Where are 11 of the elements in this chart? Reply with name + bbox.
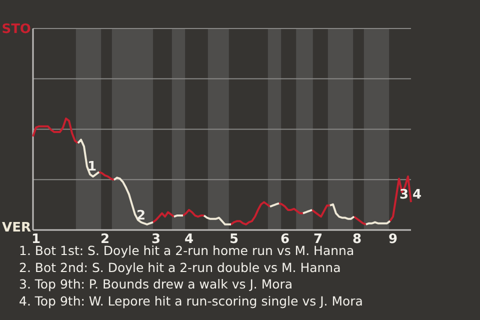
x-tick-label: 8 xyxy=(352,232,362,247)
x-tick-label: 9 xyxy=(388,232,398,247)
text: 2. Bot 2nd: S. Doyle hit a 2-run double vs M. Hanna xyxy=(19,260,341,275)
text: 4. Top 9th: W. Lepore hit a run-scoring single vs J. Mora xyxy=(19,293,363,308)
text: STO xyxy=(2,22,31,38)
text: 3. Top 9th: P. Bounds drew a walk vs J. Mora xyxy=(19,276,293,292)
annotation: 2 xyxy=(136,208,146,224)
text: 4 xyxy=(412,188,422,203)
annotation: 3 xyxy=(399,188,409,203)
annotation: 1 xyxy=(87,160,97,175)
text: VER xyxy=(2,220,31,236)
